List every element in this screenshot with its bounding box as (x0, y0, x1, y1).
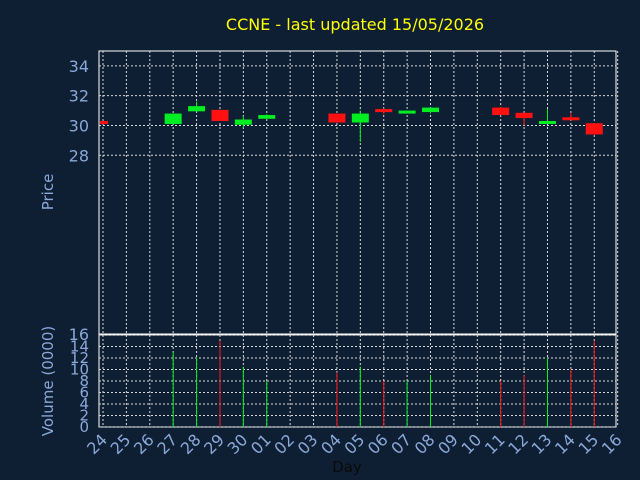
volume-tick-label: 6 (79, 384, 89, 402)
candle-body (515, 112, 533, 119)
x-tick-labels: 2425262728293001020304050607080910111213… (83, 430, 625, 458)
x-axis-label: Day (332, 458, 362, 476)
volume-bars (172, 340, 595, 427)
chart-title: CCNE - last updated 15/05/2026 (226, 15, 484, 34)
candle-body (398, 110, 416, 114)
candles (100, 101, 603, 142)
candle-body (562, 117, 580, 121)
volume-tick-label: 8 (79, 372, 89, 390)
volume-tick-label: 10 (70, 361, 89, 379)
price-tick-label: 30 (69, 116, 89, 135)
volume-axis-label: Volume (0000) (39, 326, 57, 436)
candle-body (422, 107, 440, 113)
candle-body (375, 109, 393, 113)
volume-tick-label: 2 (79, 407, 89, 425)
candle-body (328, 113, 346, 123)
candle-body (351, 113, 369, 123)
candle-body (492, 107, 510, 116)
price-panel-frame (98, 50, 617, 335)
candle-body (234, 119, 252, 125)
candle-body (100, 121, 108, 125)
volume-tick-label: 0 (79, 418, 89, 436)
volume-tick-label: 14 (70, 338, 89, 356)
candle-body (164, 113, 182, 124)
candle-body (188, 106, 206, 112)
price-tick-label: 16 (69, 325, 89, 344)
price-tick-label: 32 (69, 87, 89, 106)
price-tick-label: 28 (69, 146, 89, 165)
candle-body (211, 109, 229, 122)
price-tick-label: 34 (69, 57, 89, 76)
volume-tick-label: 12 (70, 349, 89, 367)
price-tick-labels: 34 32 30 28 16 (69, 57, 89, 344)
candle-body (538, 121, 556, 125)
price-axis-label: Price (39, 174, 57, 211)
candle-body (585, 123, 603, 135)
grid-lines (99, 51, 619, 428)
candle-body (258, 115, 276, 119)
x-tick-label: 16 (598, 430, 626, 458)
volume-tick-label: 4 (79, 395, 89, 413)
